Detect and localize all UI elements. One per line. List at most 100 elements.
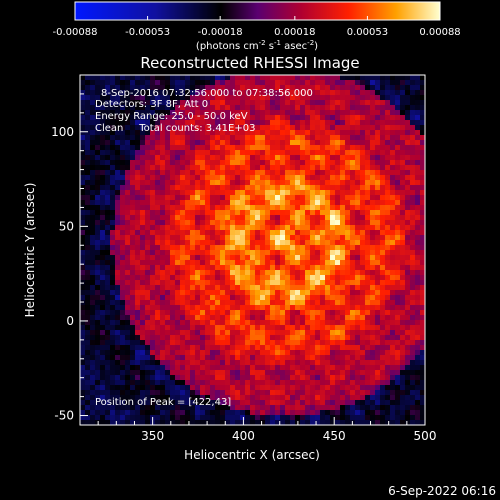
heatmap-cell xyxy=(130,285,135,290)
heatmap-cell xyxy=(285,240,290,245)
heatmap-cell xyxy=(370,370,375,375)
heatmap-cell xyxy=(380,150,385,155)
heatmap-cell xyxy=(295,110,300,115)
heatmap-cell xyxy=(420,415,425,420)
heatmap-cell xyxy=(265,185,270,190)
heatmap-cell xyxy=(115,415,120,420)
heatmap-cell xyxy=(145,300,150,305)
heatmap-cell xyxy=(345,105,350,110)
heatmap-cell xyxy=(360,295,365,300)
heatmap-cell xyxy=(195,215,200,220)
heatmap-cell xyxy=(405,285,410,290)
heatmap-cell xyxy=(295,310,300,315)
heatmap-cell xyxy=(415,360,420,365)
heatmap-cell xyxy=(90,340,95,345)
heatmap-cell xyxy=(300,305,305,310)
heatmap-cell xyxy=(305,95,310,100)
heatmap-cell xyxy=(155,340,160,345)
heatmap-cell xyxy=(320,265,325,270)
heatmap-cell xyxy=(355,360,360,365)
heatmap-cell xyxy=(150,175,155,180)
heatmap-cell xyxy=(230,110,235,115)
heatmap-cell xyxy=(245,75,250,80)
heatmap-cell xyxy=(405,250,410,255)
heatmap-cell xyxy=(215,350,220,355)
heatmap-cell xyxy=(85,90,90,95)
heatmap-cell xyxy=(240,265,245,270)
heatmap-cell xyxy=(220,160,225,165)
heatmap-cell xyxy=(400,220,405,225)
heatmap-cell xyxy=(250,165,255,170)
heatmap-cell xyxy=(215,420,220,425)
heatmap-cell xyxy=(375,365,380,370)
heatmap-cell xyxy=(325,390,330,395)
heatmap-cell xyxy=(260,300,265,305)
heatmap-cell xyxy=(285,160,290,165)
heatmap-cell xyxy=(350,250,355,255)
heatmap-cell xyxy=(315,90,320,95)
heatmap-cell xyxy=(420,260,425,265)
heatmap-cell xyxy=(385,95,390,100)
heatmap-cell xyxy=(300,115,305,120)
heatmap-cell xyxy=(330,245,335,250)
heatmap-cell xyxy=(185,305,190,310)
heatmap-cell xyxy=(360,225,365,230)
heatmap-cell xyxy=(115,350,120,355)
heatmap-cell xyxy=(320,225,325,230)
heatmap-cell xyxy=(315,140,320,145)
heatmap-cell xyxy=(275,290,280,295)
heatmap-cell xyxy=(275,330,280,335)
heatmap-cell xyxy=(315,235,320,240)
heatmap-cell xyxy=(130,335,135,340)
heatmap-cell xyxy=(195,285,200,290)
heatmap-cell xyxy=(320,345,325,350)
heatmap-cell xyxy=(240,105,245,110)
heatmap-cell xyxy=(225,400,230,405)
heatmap-cell xyxy=(105,305,110,310)
heatmap-cell xyxy=(225,175,230,180)
heatmap-cell xyxy=(400,250,405,255)
heatmap-cell xyxy=(205,75,210,80)
heatmap-cell xyxy=(225,370,230,375)
heatmap-cell xyxy=(415,255,420,260)
heatmap-cell xyxy=(265,85,270,90)
heatmap-cell xyxy=(355,190,360,195)
heatmap-cell xyxy=(230,230,235,235)
heatmap-cell xyxy=(80,385,85,390)
heatmap-cell xyxy=(140,350,145,355)
heatmap-cell xyxy=(360,185,365,190)
heatmap-cell xyxy=(175,200,180,205)
heatmap-cell xyxy=(165,350,170,355)
heatmap-cell xyxy=(120,330,125,335)
heatmap-cell xyxy=(405,375,410,380)
heatmap-cell xyxy=(110,190,115,195)
heatmap-cell xyxy=(245,395,250,400)
heatmap-cell xyxy=(185,130,190,135)
heatmap-cell xyxy=(180,115,185,120)
heatmap-cell xyxy=(115,140,120,145)
heatmap-cell xyxy=(310,130,315,135)
heatmap-cell xyxy=(255,145,260,150)
heatmap-cell xyxy=(110,170,115,175)
heatmap-cell xyxy=(125,345,130,350)
heatmap-cell xyxy=(100,225,105,230)
heatmap-cell xyxy=(355,280,360,285)
heatmap-cell xyxy=(145,340,150,345)
heatmap-cell xyxy=(120,335,125,340)
heatmap-cell xyxy=(345,405,350,410)
heatmap-cell xyxy=(120,305,125,310)
heatmap-cell xyxy=(330,225,335,230)
heatmap-cell xyxy=(205,215,210,220)
heatmap-cell xyxy=(280,135,285,140)
heatmap-cell xyxy=(355,275,360,280)
heatmap-cell xyxy=(80,155,85,160)
heatmap-cell xyxy=(395,165,400,170)
heatmap-cell xyxy=(235,75,240,80)
heatmap-cell xyxy=(160,290,165,295)
heatmap-cell xyxy=(95,180,100,185)
heatmap-cell xyxy=(370,305,375,310)
heatmap-cell xyxy=(360,360,365,365)
heatmap-cell xyxy=(345,125,350,130)
heatmap-cell xyxy=(265,335,270,340)
heatmap-cell xyxy=(265,200,270,205)
